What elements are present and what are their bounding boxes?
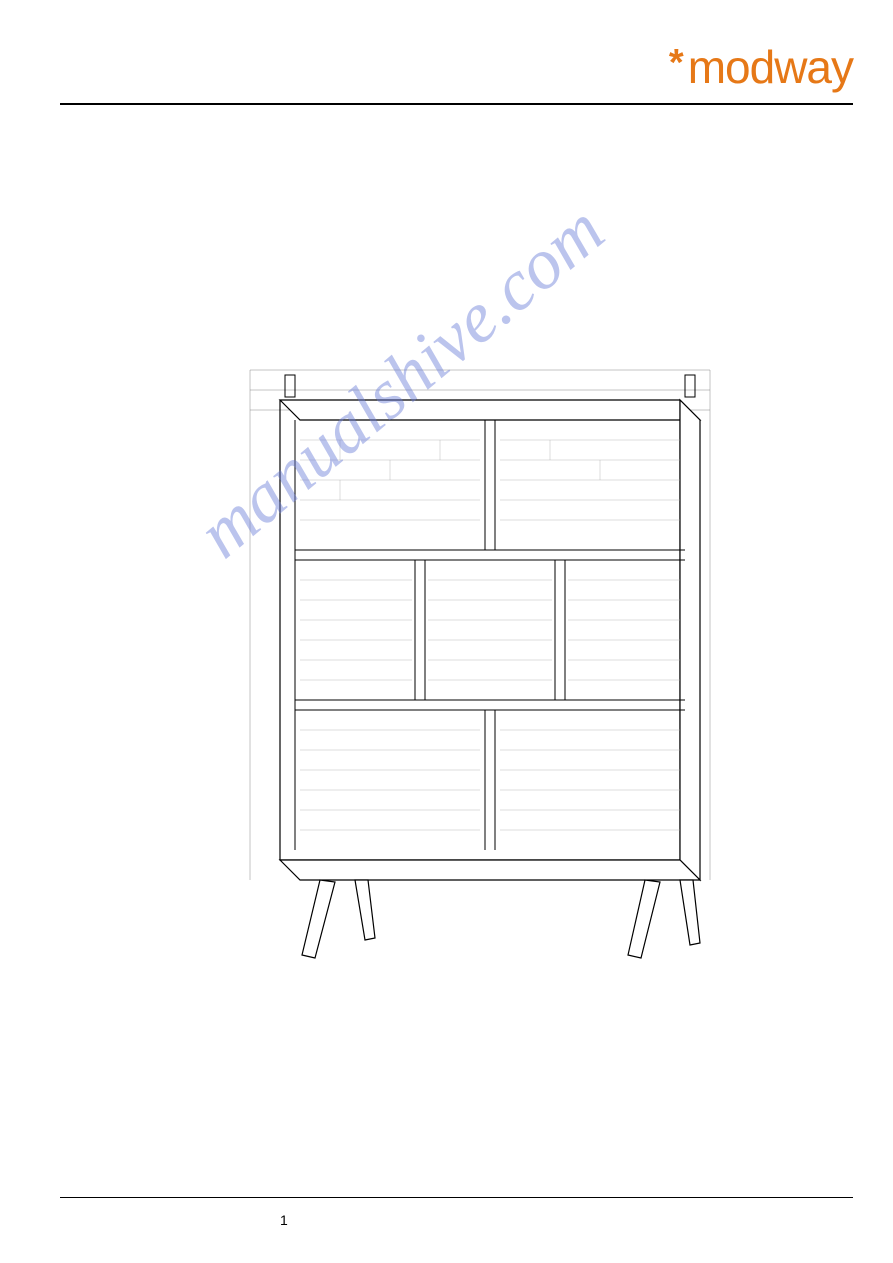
bookshelf-svg	[190, 340, 720, 1000]
brand-logo: * modway	[669, 40, 853, 94]
header-rule	[60, 103, 853, 105]
page: * modway	[0, 0, 893, 1263]
page-number: 1	[280, 1212, 288, 1228]
brand-name: modway	[688, 40, 853, 94]
header: * modway	[60, 40, 853, 94]
footer-rule	[60, 1197, 853, 1198]
product-illustration	[190, 340, 720, 1000]
asterisk-icon: *	[669, 44, 684, 82]
